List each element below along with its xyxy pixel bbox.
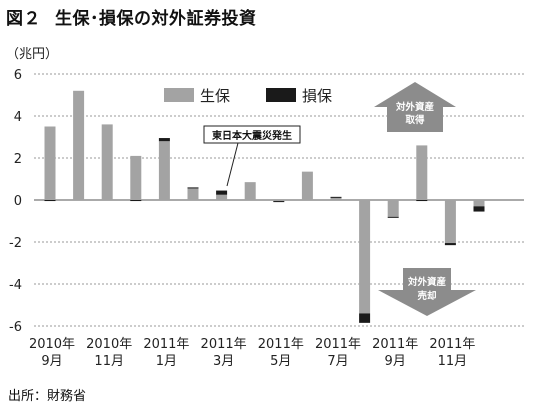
bar-sonpo <box>216 190 228 195</box>
earthquake-callout-pointer <box>226 142 239 187</box>
x-tick-label-year: 2011年 <box>429 337 475 352</box>
bar-seiho <box>216 194 228 200</box>
sell-arrow-label-line1: 対外資産 <box>407 276 447 288</box>
bar-sonpo <box>359 313 371 323</box>
bar-sonpo <box>158 138 170 142</box>
legend-swatch-sonpo <box>266 88 296 102</box>
bar-sonpo <box>444 243 456 246</box>
y-tick-label: 0 <box>14 194 22 209</box>
figure-title-block: 図２ 生保･損保の対外証券投資 <box>6 4 257 29</box>
legend-swatch-seiho <box>164 88 194 102</box>
sell-arrow <box>378 268 476 316</box>
sell-arrow-label-line2: 売却 <box>417 290 436 302</box>
y-tick-label: 2 <box>14 152 22 167</box>
bar-seiho <box>387 200 399 217</box>
bar-seiho <box>473 200 485 207</box>
bar-seiho <box>444 200 456 244</box>
x-tick-label-year: 2011年 <box>201 337 247 352</box>
figure-number: 図２ <box>6 9 41 29</box>
bar-sonpo <box>44 200 56 202</box>
x-tick-label-month: 11月 <box>438 354 468 369</box>
x-tick-label-month: 1月 <box>156 354 177 369</box>
y-tick-label: -6 <box>9 320 22 335</box>
bar-seiho <box>158 141 170 200</box>
acquire-arrow-label-line2: 取得 <box>405 114 425 126</box>
y-tick-label: 4 <box>14 110 22 125</box>
x-tick-label-month: 9月 <box>41 354 62 369</box>
bar-sonpo <box>416 200 428 202</box>
bar-seiho <box>73 90 85 200</box>
bar-seiho <box>187 188 199 200</box>
bar-sonpo <box>387 216 399 218</box>
y-axis-unit-label: （兆円） <box>6 47 58 62</box>
x-tick-label-year: 2011年 <box>372 337 418 352</box>
bar-seiho <box>244 182 256 200</box>
y-tick-label: -4 <box>9 278 22 293</box>
bar-seiho <box>44 126 56 200</box>
bar-seiho <box>416 145 428 200</box>
y-tick-label: -2 <box>9 236 22 251</box>
bar-seiho <box>330 197 342 200</box>
figure-title: 生保･損保の対外証券投資 <box>55 9 257 29</box>
bar-seiho <box>301 171 313 200</box>
x-tick-label-month: 3月 <box>213 354 234 369</box>
bar-sonpo <box>330 196 342 198</box>
x-tick-label-month: 5月 <box>270 354 291 369</box>
bar-sonpo <box>473 206 485 212</box>
x-tick-label-year: 2011年 <box>315 337 361 352</box>
bar-seiho <box>359 200 371 314</box>
source-note: 出所：財務省 <box>8 389 87 404</box>
x-tick-label-month: 11月 <box>94 354 124 369</box>
earthquake-callout-box <box>203 125 301 144</box>
bar-sonpo <box>187 187 199 189</box>
bar-seiho <box>130 155 142 200</box>
legend-label-seiho: 生保 <box>200 87 230 105</box>
acquire-arrow <box>374 82 456 132</box>
bar-sonpo <box>130 200 142 202</box>
acquire-arrow-label-line1: 対外資産 <box>395 101 435 113</box>
x-tick-label-year: 2011年 <box>143 337 189 352</box>
bar-seiho <box>101 124 113 200</box>
x-tick-label-month: 9月 <box>385 354 406 369</box>
chart: （兆円） 6 4 2 0 -2 -4 -6 2010年 9月 2010年 11月 2011年 1月 2011… <box>6 47 524 369</box>
earthquake-callout-text: 東日本大震災発生 <box>212 129 292 142</box>
x-tick-label-year: 2011年 <box>258 337 304 352</box>
x-tick-label-month: 7月 <box>327 354 348 369</box>
x-tick-label-year: 2010年 <box>86 337 132 352</box>
x-tick-label-year: 2010年 <box>29 337 75 352</box>
bar-sonpo <box>273 201 285 203</box>
y-tick-label: 6 <box>14 68 22 83</box>
legend-label-sonpo: 損保 <box>302 87 332 105</box>
bar-seiho <box>273 200 285 202</box>
